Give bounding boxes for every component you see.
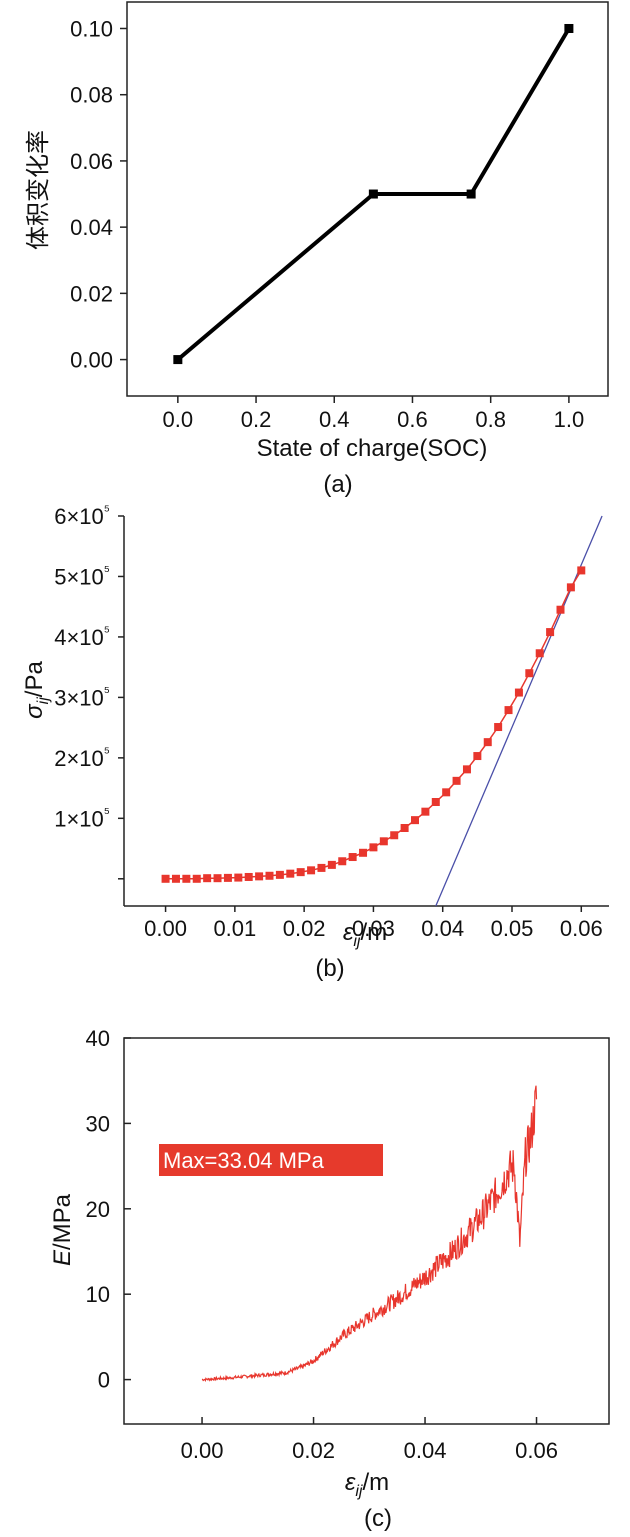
annotation-text-c: Max=33.04 MPa — [163, 1148, 325, 1173]
x-tick-label-a: 0.0 — [163, 407, 194, 432]
x-tick-label-b: 0.05 — [491, 916, 534, 941]
x-tick-label-c: 0.04 — [404, 1438, 447, 1463]
data-point-b — [286, 869, 295, 878]
data-point-b — [327, 860, 336, 869]
data-point-b — [566, 583, 575, 592]
data-point-b — [171, 874, 180, 883]
x-axis-label-c: εij/m — [345, 1469, 389, 1500]
data-point-a — [368, 189, 378, 199]
data-point-b — [442, 788, 451, 797]
y-tick-label-c: 0 — [98, 1368, 110, 1393]
data-point-b — [338, 857, 347, 866]
y-tick-label-b: 1×10⁵ — [54, 804, 110, 831]
data-point-b — [317, 863, 326, 872]
x-axis-label-a: State of charge(SOC) — [257, 435, 488, 462]
reference-line-b — [435, 515, 603, 907]
data-point-b — [514, 688, 523, 697]
x-axis-label-b: εij/m — [343, 919, 387, 950]
data-point-b — [494, 723, 503, 732]
panel-label-a: (a) — [323, 471, 352, 498]
data-point-b — [421, 807, 430, 816]
y-tick-label-a: 0.06 — [70, 149, 113, 174]
x-tick-label-b: 0.02 — [283, 916, 326, 941]
data-point-b — [452, 776, 461, 785]
y-tick-label-a: 0.08 — [70, 83, 113, 108]
series-line-b — [165, 570, 582, 880]
data-point-b — [400, 824, 409, 832]
data-point-b — [390, 831, 399, 840]
data-point-a — [466, 189, 476, 199]
x-tick-label-c: 0.00 — [181, 1438, 224, 1463]
data-point-b — [525, 669, 534, 678]
data-point-b — [234, 873, 243, 882]
series-line-a — [176, 27, 571, 362]
annotation-box-c — [159, 1144, 383, 1176]
y-axis-label-a: 体积变化率 — [25, 130, 52, 250]
data-point-b — [348, 853, 357, 862]
y-tick-label-a: 0.02 — [70, 281, 113, 306]
data-point-b — [473, 752, 482, 761]
y-tick-label-b: 5×10⁵ — [54, 562, 110, 589]
x-tick-label-a: 0.8 — [475, 407, 506, 432]
data-point-b — [161, 874, 170, 883]
x-tick-label-c: 0.02 — [292, 1438, 335, 1463]
data-point-b — [379, 837, 388, 846]
y-tick-label-b: 2×10⁵ — [54, 744, 110, 771]
data-point-b — [182, 874, 191, 883]
data-point-b — [577, 566, 586, 575]
data-point-a — [173, 355, 183, 365]
data-point-b — [296, 868, 305, 877]
y-tick-label-b: 6×10⁵ — [54, 502, 110, 529]
panel-label-b: (b) — [315, 955, 344, 982]
data-point-b — [556, 605, 565, 614]
data-point-b — [462, 765, 471, 774]
data-point-b — [307, 866, 316, 875]
data-point-b — [255, 872, 264, 881]
x-tick-label-b: 0.00 — [144, 916, 187, 941]
y-tick-label-c: 20 — [86, 1197, 110, 1222]
plot-frame-a — [126, 1, 609, 397]
y-tick-label-c: 10 — [86, 1282, 110, 1307]
data-point-b — [203, 874, 212, 883]
y-axis-label-c: E/MPa — [49, 1193, 76, 1266]
y-tick-label-a: 0.00 — [70, 348, 113, 373]
data-point-b — [411, 816, 419, 825]
x-tick-label-c: 0.06 — [515, 1438, 558, 1463]
x-tick-label-b: 0.01 — [213, 916, 256, 941]
y-axis-label-b: σij/Pa — [21, 661, 52, 719]
data-point-b — [535, 649, 544, 658]
y-tick-label-a: 0.10 — [70, 16, 113, 41]
y-tick-label-c: 40 — [86, 1026, 110, 1051]
data-point-b — [265, 871, 274, 880]
data-point-b — [546, 628, 555, 637]
y-tick-label-c: 30 — [86, 1111, 110, 1136]
y-tick-label-b: 3×10⁵ — [54, 683, 110, 710]
data-point-b — [192, 874, 201, 883]
y-tick-label-b: 4×10⁵ — [54, 623, 110, 650]
data-point-b — [275, 870, 284, 879]
data-point-a — [564, 23, 574, 33]
data-point-b — [483, 738, 492, 747]
x-tick-label-a: 0.4 — [319, 407, 350, 432]
x-tick-label-b: 0.06 — [560, 916, 603, 941]
data-point-b — [223, 873, 232, 882]
data-point-b — [369, 843, 378, 852]
panel-label-c: (c) — [364, 1505, 392, 1532]
data-point-b — [431, 798, 440, 806]
plot-frame-c — [123, 1037, 610, 1425]
data-point-b — [244, 872, 253, 881]
series-line-c — [201, 1085, 538, 1383]
data-point-b — [504, 706, 513, 715]
x-tick-label-a: 1.0 — [554, 407, 585, 432]
data-point-b — [359, 848, 368, 857]
y-tick-label-a: 0.04 — [70, 215, 113, 240]
data-point-b — [213, 874, 222, 883]
x-tick-label-a: 0.2 — [241, 407, 272, 432]
x-tick-label-a: 0.6 — [397, 407, 428, 432]
x-tick-label-b: 0.03 — [352, 916, 395, 941]
x-tick-label-b: 0.04 — [421, 916, 464, 941]
